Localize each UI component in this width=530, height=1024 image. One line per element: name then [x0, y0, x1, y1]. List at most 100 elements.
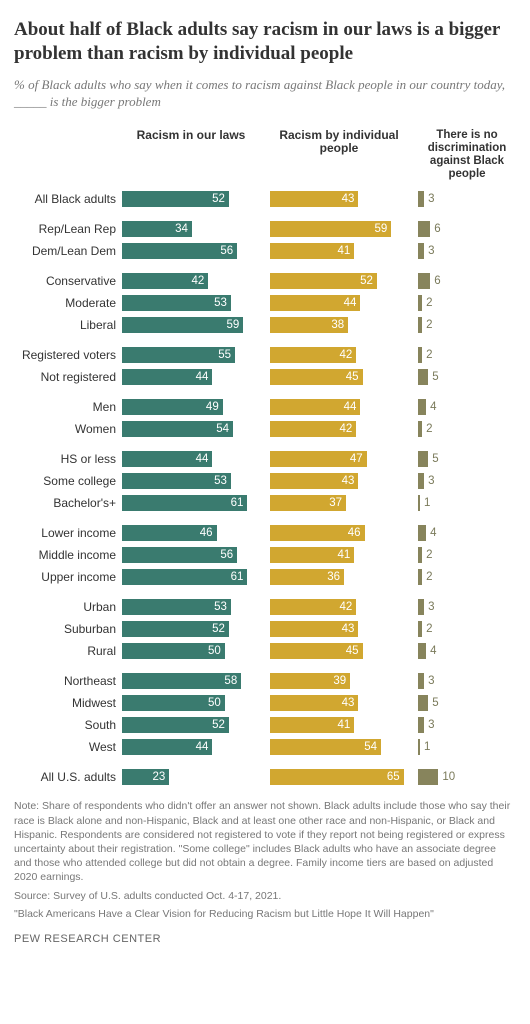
bar-value-none: 2 [426, 319, 432, 331]
row-label: Midwest [14, 696, 122, 710]
bar-none: 5 [418, 369, 428, 385]
bar-laws: 44 [122, 739, 212, 755]
bar-none: 2 [418, 547, 422, 563]
bar-cell-individual: 42 [270, 598, 418, 616]
table-row: Some college53433 [14, 471, 516, 491]
chart-subtitle: % of Black adults who say when it comes … [14, 76, 516, 111]
bar-laws: 52 [122, 717, 229, 733]
bar-cell-none: 6 [418, 272, 516, 290]
bar-individual: 46 [270, 525, 365, 541]
bar-value-none: 4 [430, 401, 436, 413]
bar-individual: 44 [270, 295, 360, 311]
bar-none: 4 [418, 643, 426, 659]
bar-none: 6 [418, 273, 430, 289]
bar-cell-laws: 53 [122, 598, 270, 616]
bar-cell-laws: 52 [122, 620, 270, 638]
bar-none: 3 [418, 191, 424, 207]
row-label: Rural [14, 644, 122, 658]
bar-individual: 41 [270, 243, 354, 259]
bar-value-none: 1 [424, 497, 430, 509]
row-label: All U.S. adults [14, 770, 122, 784]
bar-none: 1 [418, 495, 420, 511]
row-label: Registered voters [14, 348, 122, 362]
row-label: West [14, 740, 122, 754]
bar-cell-none: 1 [418, 494, 516, 512]
row-group: Registered voters55422Not registered4445… [14, 345, 516, 387]
bar-individual: 44 [270, 399, 360, 415]
bar-cell-laws: 46 [122, 524, 270, 542]
bar-cell-individual: 41 [270, 716, 418, 734]
bar-cell-individual: 43 [270, 472, 418, 490]
bar-value-none: 2 [426, 297, 432, 309]
bar-value-none: 6 [434, 223, 440, 235]
bar-cell-laws: 52 [122, 716, 270, 734]
bar-cell-none: 5 [418, 694, 516, 712]
bar-cell-none: 4 [418, 524, 516, 542]
row-group: Lower income46464Middle income56412Upper… [14, 523, 516, 587]
bar-cell-laws: 34 [122, 220, 270, 238]
bar-none: 2 [418, 621, 422, 637]
bar-laws: 54 [122, 421, 233, 437]
bar-laws: 52 [122, 191, 229, 207]
bar-value-none: 4 [430, 645, 436, 657]
bar-cell-laws: 23 [122, 768, 270, 786]
bar-cell-laws: 50 [122, 642, 270, 660]
bar-laws: 61 [122, 569, 247, 585]
row-label: Men [14, 400, 122, 414]
row-label: Upper income [14, 570, 122, 584]
bar-value-none: 5 [432, 453, 438, 465]
row-label: Rep/Lean Rep [14, 222, 122, 236]
bar-cell-laws: 52 [122, 190, 270, 208]
bar-cell-none: 3 [418, 242, 516, 260]
bar-cell-individual: 38 [270, 316, 418, 334]
bar-cell-none: 2 [418, 346, 516, 364]
bar-cell-laws: 58 [122, 672, 270, 690]
bar-value-none: 5 [432, 371, 438, 383]
bar-individual: 59 [270, 221, 391, 237]
bar-cell-none: 3 [418, 716, 516, 734]
table-row: Northeast58393 [14, 671, 516, 691]
bar-laws: 53 [122, 295, 231, 311]
bar-none: 4 [418, 399, 426, 415]
row-group: Men49444Women54422 [14, 397, 516, 439]
table-row: All U.S. adults236510 [14, 767, 516, 787]
bar-laws: 52 [122, 621, 229, 637]
bar-cell-none: 4 [418, 398, 516, 416]
bar-value-none: 3 [428, 719, 434, 731]
bar-value-none: 4 [430, 527, 436, 539]
table-row: Conservative42526 [14, 271, 516, 291]
bar-none: 2 [418, 569, 422, 585]
bar-value-none: 3 [428, 601, 434, 613]
bar-cell-laws: 42 [122, 272, 270, 290]
table-row: Men49444 [14, 397, 516, 417]
bar-laws: 44 [122, 369, 212, 385]
bar-value-none: 2 [426, 423, 432, 435]
row-label: Some college [14, 474, 122, 488]
row-label: Women [14, 422, 122, 436]
bar-laws: 34 [122, 221, 192, 237]
bar-value-none: 6 [434, 275, 440, 287]
bar-individual: 39 [270, 673, 350, 689]
bar-cell-none: 3 [418, 672, 516, 690]
bar-individual: 42 [270, 347, 356, 363]
bar-cell-laws: 61 [122, 494, 270, 512]
bar-cell-individual: 44 [270, 398, 418, 416]
bar-cell-none: 4 [418, 642, 516, 660]
table-row: Midwest50435 [14, 693, 516, 713]
bar-none: 5 [418, 695, 428, 711]
bar-value-none: 2 [426, 549, 432, 561]
column-headers: Racism in our laws Racism by individual … [14, 129, 516, 182]
bar-cell-none: 6 [418, 220, 516, 238]
bar-none: 2 [418, 421, 422, 437]
row-label: Conservative [14, 274, 122, 288]
row-label: Suburban [14, 622, 122, 636]
bar-cell-individual: 36 [270, 568, 418, 586]
bar-cell-individual: 45 [270, 642, 418, 660]
bar-cell-laws: 44 [122, 368, 270, 386]
bar-cell-laws: 49 [122, 398, 270, 416]
bar-individual: 43 [270, 473, 358, 489]
bar-value-none: 10 [442, 771, 455, 783]
bar-cell-none: 5 [418, 368, 516, 386]
table-row: All Black adults52433 [14, 189, 516, 209]
row-label: Lower income [14, 526, 122, 540]
